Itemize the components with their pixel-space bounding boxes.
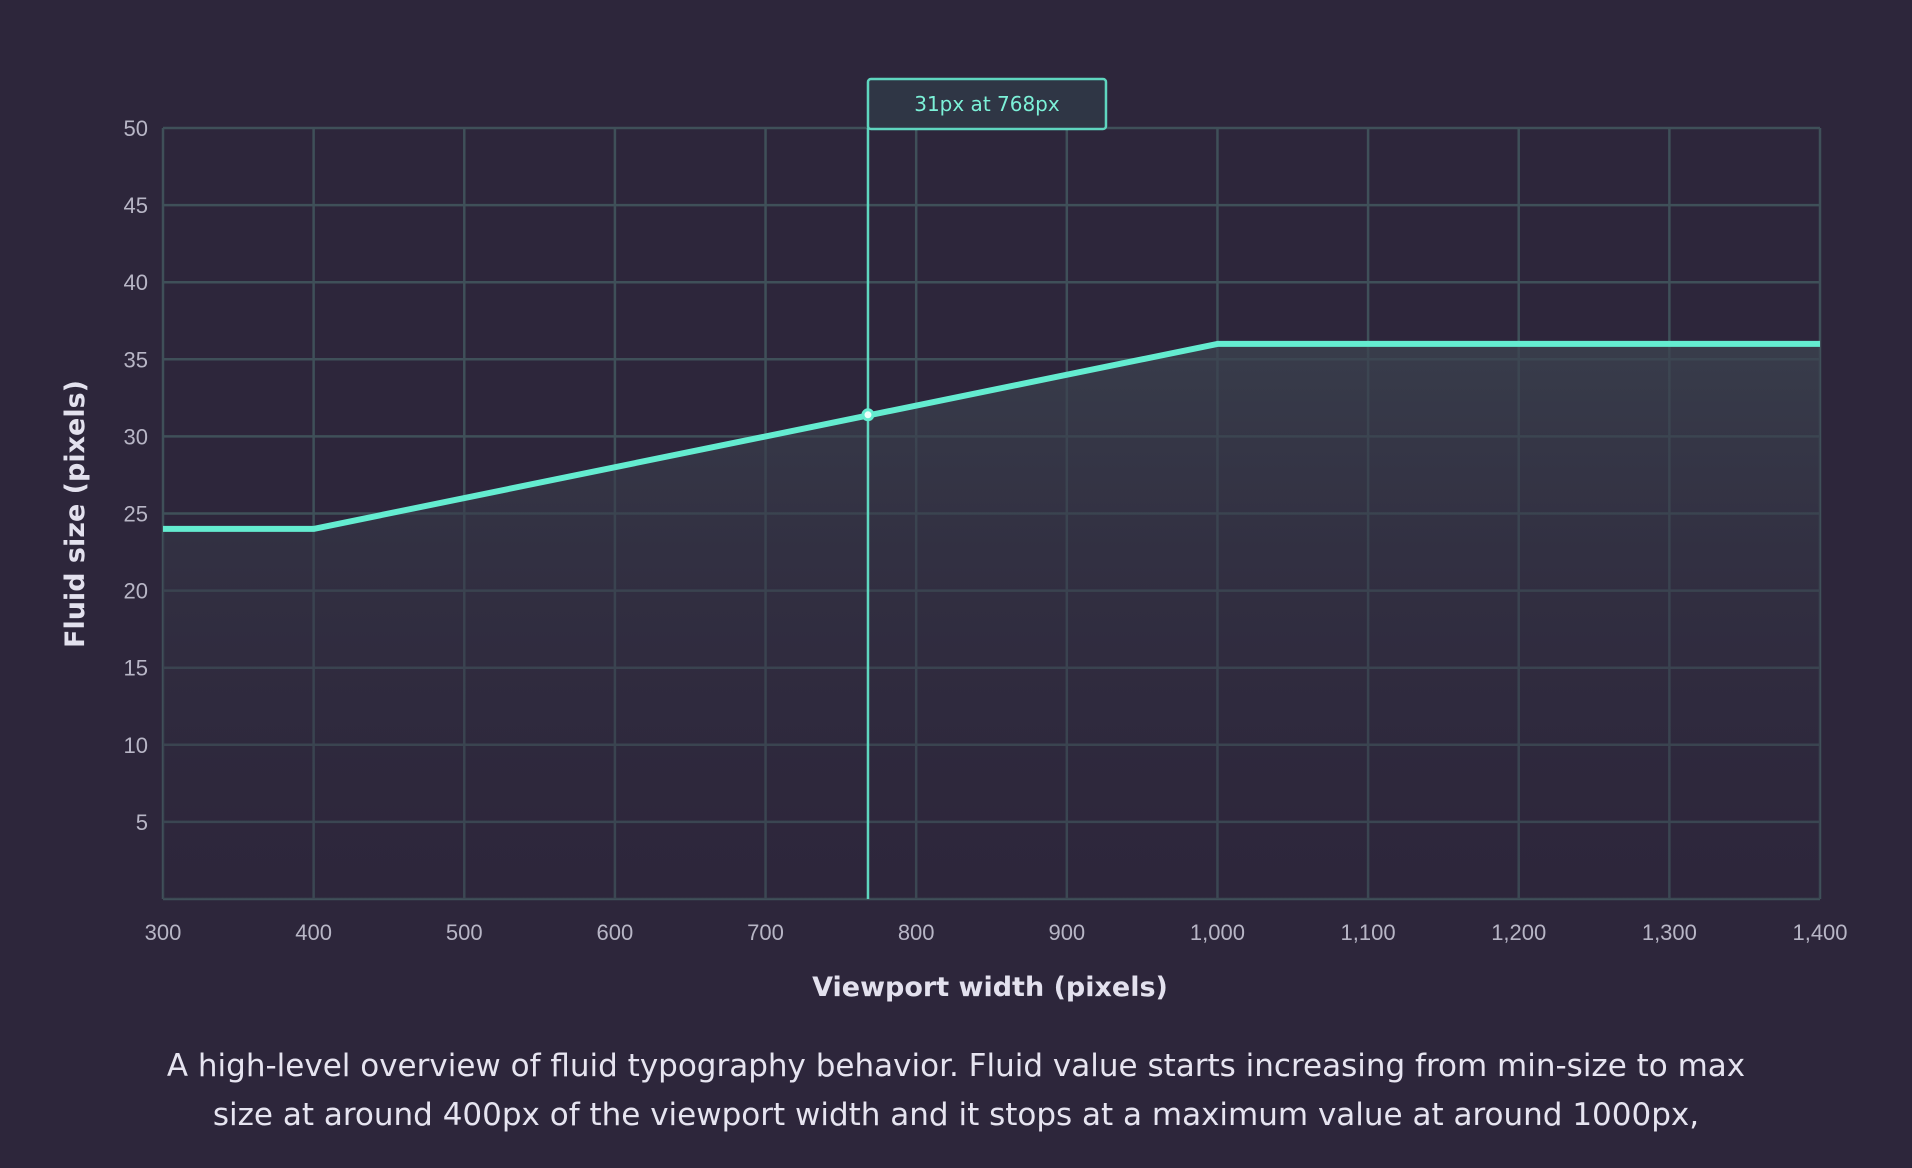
tooltip-box (866, 77, 1108, 131)
x-tick-label: 1,300 (1642, 920, 1697, 945)
tooltip-label: 31px at 768px (914, 92, 1060, 116)
caption-line-2: size at around 400px of the viewport wid… (212, 1097, 1700, 1133)
x-tick-label: 900 (1048, 920, 1085, 945)
figure-caption: A high-level overview of fluid typograph… (160, 1042, 1752, 1140)
x-tick-label: 1,400 (1792, 920, 1847, 945)
fluid-typography-chart: 300 400 500 600 700 800 900 1,000 1,100 1,200 1,30… (60, 77, 1848, 1003)
y-tick-label: 10 (124, 733, 148, 758)
x-tick-label: 1,100 (1341, 920, 1396, 945)
x-axis-title: Viewport width (pixels) (812, 972, 1168, 1003)
y-tick-label: 25 (124, 502, 148, 527)
area-fill (163, 343, 1820, 899)
x-tick-label: 1,200 (1491, 920, 1546, 945)
y-tick-label: 20 (124, 579, 148, 604)
y-tick-label: 35 (124, 347, 148, 372)
y-axis-title: Fluid size (pixels) (60, 380, 91, 648)
x-tick-label: 800 (898, 920, 935, 945)
x-tick-label: 300 (145, 920, 182, 945)
marker-point[interactable] (861, 408, 875, 422)
x-tick-label: 1,000 (1190, 920, 1245, 945)
y-tick-label: 50 (124, 116, 148, 141)
x-tick-label: 400 (295, 920, 332, 945)
x-tick-label: 500 (446, 920, 483, 945)
series-line (163, 340, 1820, 532)
x-tick-label: 600 (597, 920, 634, 945)
x-tick-label: 700 (747, 920, 784, 945)
y-tick-label: 45 (124, 193, 148, 218)
x-axis-ticks: 300 400 500 600 700 800 900 1,000 1,100 1,200 1,30… (145, 920, 1848, 945)
y-axis-ticks: 5 10 15 20 25 30 35 40 45 50 (124, 116, 148, 835)
y-tick-label: 40 (124, 270, 148, 295)
y-tick-label: 30 (124, 424, 148, 449)
caption-line-1: A high-level overview of fluid typograph… (166, 1048, 1746, 1084)
tooltip: 31px at 768px (866, 77, 1108, 131)
y-tick-label: 15 (124, 656, 148, 681)
y-tick-label: 5 (136, 810, 148, 835)
